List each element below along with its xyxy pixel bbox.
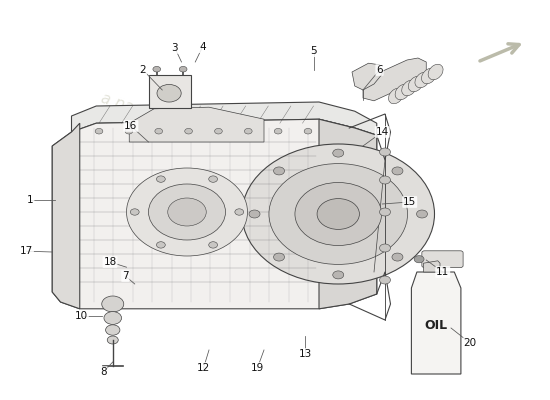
Polygon shape <box>424 261 440 272</box>
Ellipse shape <box>428 64 443 80</box>
Circle shape <box>273 253 284 261</box>
Polygon shape <box>52 123 80 309</box>
Text: 13: 13 <box>299 349 312 359</box>
Circle shape <box>130 209 139 215</box>
Polygon shape <box>72 102 377 135</box>
Circle shape <box>273 167 284 175</box>
Ellipse shape <box>415 72 430 88</box>
Circle shape <box>95 128 103 134</box>
Polygon shape <box>319 119 377 309</box>
Ellipse shape <box>421 68 437 84</box>
Circle shape <box>104 312 122 324</box>
Text: 2: 2 <box>140 65 146 75</box>
Circle shape <box>333 271 344 279</box>
Circle shape <box>125 128 133 134</box>
Text: 17: 17 <box>20 246 33 256</box>
Text: 19: 19 <box>251 363 264 373</box>
Circle shape <box>242 144 434 284</box>
Circle shape <box>379 148 390 156</box>
FancyBboxPatch shape <box>148 75 191 108</box>
Circle shape <box>274 128 282 134</box>
Polygon shape <box>411 272 461 374</box>
Circle shape <box>379 208 390 216</box>
Circle shape <box>179 66 187 72</box>
Circle shape <box>106 325 120 335</box>
Polygon shape <box>363 58 426 101</box>
Circle shape <box>102 296 124 312</box>
Text: 10: 10 <box>75 311 88 321</box>
Circle shape <box>379 176 390 184</box>
Circle shape <box>304 128 312 134</box>
Circle shape <box>156 176 165 182</box>
Circle shape <box>155 128 163 134</box>
Circle shape <box>333 149 344 157</box>
Text: eurospares: eurospares <box>121 120 436 264</box>
Text: 14: 14 <box>376 127 389 137</box>
Circle shape <box>126 168 248 256</box>
Text: OIL: OIL <box>425 318 448 332</box>
Circle shape <box>157 84 181 102</box>
Circle shape <box>414 256 424 263</box>
Circle shape <box>416 210 427 218</box>
Circle shape <box>168 198 206 226</box>
Text: 12: 12 <box>197 363 210 373</box>
Text: 3: 3 <box>172 43 178 53</box>
Circle shape <box>317 198 360 230</box>
Text: 5: 5 <box>310 46 317 56</box>
Circle shape <box>269 164 408 264</box>
Text: 7: 7 <box>122 271 129 281</box>
Circle shape <box>244 128 252 134</box>
FancyBboxPatch shape <box>422 251 463 268</box>
Circle shape <box>185 128 192 134</box>
Polygon shape <box>352 63 382 90</box>
Text: since 1985: since 1985 <box>231 117 382 187</box>
Circle shape <box>379 276 390 284</box>
Circle shape <box>107 336 118 344</box>
Circle shape <box>208 176 217 182</box>
Polygon shape <box>52 119 377 309</box>
Text: 15: 15 <box>403 197 416 207</box>
Circle shape <box>392 253 403 261</box>
Circle shape <box>379 244 390 252</box>
Text: 4: 4 <box>199 42 206 52</box>
Circle shape <box>392 167 403 175</box>
Text: 16: 16 <box>124 121 138 131</box>
Text: 1: 1 <box>27 195 34 205</box>
Ellipse shape <box>402 80 417 96</box>
Text: a passion for parts: a passion for parts <box>99 91 239 149</box>
Circle shape <box>148 184 225 240</box>
Circle shape <box>214 128 222 134</box>
Circle shape <box>235 209 244 215</box>
Ellipse shape <box>388 88 404 104</box>
Text: 8: 8 <box>100 367 107 377</box>
Circle shape <box>209 242 218 248</box>
Circle shape <box>157 242 166 248</box>
Ellipse shape <box>395 84 410 100</box>
Circle shape <box>249 210 260 218</box>
Circle shape <box>295 182 382 246</box>
Circle shape <box>153 66 161 72</box>
Ellipse shape <box>408 76 424 92</box>
Polygon shape <box>129 107 264 142</box>
Text: 18: 18 <box>103 257 117 267</box>
Text: 20: 20 <box>464 338 477 348</box>
Text: 11: 11 <box>436 267 449 277</box>
Text: 6: 6 <box>376 65 383 75</box>
